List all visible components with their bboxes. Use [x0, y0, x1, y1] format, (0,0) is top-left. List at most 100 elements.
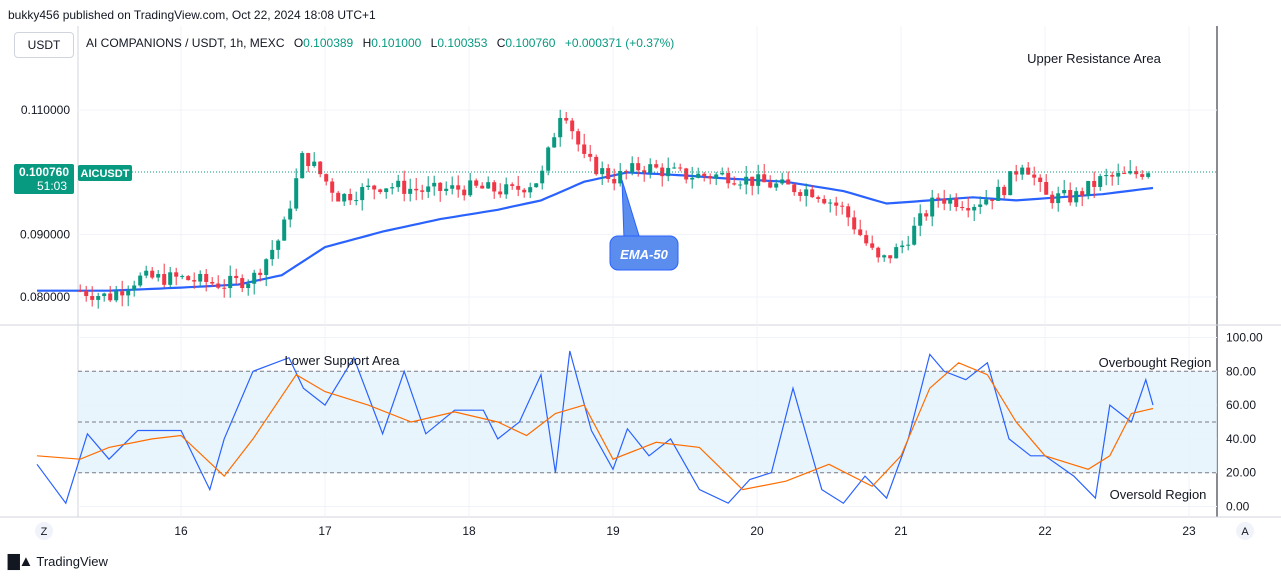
candle-body: [840, 205, 845, 207]
candle-body: [912, 225, 917, 245]
candle-body: [720, 172, 725, 175]
candle-body: [612, 178, 617, 184]
candle-body: [1080, 191, 1085, 196]
candle-body: [930, 197, 935, 217]
currency-button[interactable]: USDT: [14, 32, 74, 58]
ema-50-line: [37, 171, 1154, 292]
candle-body: [594, 156, 599, 175]
x-tick-label: 20: [750, 524, 764, 538]
candle-body: [258, 272, 263, 276]
candle-body: [480, 185, 485, 189]
candle-body: [1008, 171, 1013, 196]
candle-body: [372, 185, 377, 190]
candle-body: [846, 206, 851, 218]
candle-body: [1074, 191, 1079, 203]
candle-body: [138, 275, 143, 286]
candle-body: [114, 291, 119, 301]
candle-body: [252, 272, 257, 284]
candle-body: [1026, 167, 1031, 175]
candle-body: [636, 163, 641, 171]
legend-change: +0.000371 (+0.37%): [564, 36, 675, 50]
candle-body: [516, 185, 521, 190]
auto-scale-label: A: [1241, 526, 1249, 538]
price-tag-countdown: 51:03: [37, 179, 67, 193]
candle-body: [546, 147, 551, 171]
candle-body: [996, 186, 1001, 201]
candle-body: [450, 185, 455, 189]
candle-body: [1128, 171, 1133, 174]
chart-frame[interactable]: 16 17 18 19 20 21 22 23 0.080000 0.090000 0.110000…: [0, 26, 1281, 546]
candle-body: [378, 189, 383, 193]
candle-body: [780, 179, 785, 184]
candle-body: [348, 193, 353, 201]
candle-body: [858, 229, 863, 236]
tradingview-logo-icon: ▇▲: [8, 553, 33, 570]
candle-body: [732, 183, 737, 185]
zoom-left-button[interactable]: [35, 522, 53, 540]
rsi-tick-label: 40.00: [1226, 432, 1256, 446]
x-tick-label: 16: [174, 524, 188, 538]
candle-body: [558, 117, 563, 138]
candle-body: [1098, 176, 1103, 187]
legend-close-label: C: [496, 36, 506, 50]
candle-body: [318, 161, 323, 175]
candle-body: [360, 187, 365, 201]
candle-body: [1134, 171, 1139, 175]
candle-body: [882, 255, 887, 258]
price-tag: 0.100760 51:03 AICUSDT: [14, 164, 132, 194]
candle-body: [534, 183, 539, 188]
candle-body: [528, 187, 533, 193]
legend-open-label: O: [293, 36, 304, 50]
price-tick-label: 0.110000: [21, 103, 70, 117]
x-tick-label: 21: [894, 524, 908, 538]
auto-scale-button[interactable]: [1236, 522, 1254, 540]
rsi-tick-label: 100.00: [1226, 330, 1263, 344]
candle-body: [954, 198, 959, 207]
candle-body: [678, 167, 683, 169]
candle-body: [900, 245, 905, 248]
candle-body: [762, 174, 767, 183]
publisher-caption: bukky456 published on TradingView.com, O…: [8, 8, 376, 22]
candle-body: [564, 117, 569, 121]
candle-body: [660, 167, 665, 177]
candle-body: [708, 176, 713, 179]
candle-body: [750, 176, 755, 186]
candle-body: [588, 153, 593, 157]
candle-body: [816, 197, 821, 199]
candle-body: [1140, 174, 1145, 177]
candle-body: [714, 174, 719, 179]
candle-body: [246, 283, 251, 289]
candle-body: [618, 170, 623, 184]
candle-body: [168, 272, 173, 285]
chart-canvas[interactable]: 16 17 18 19 20 21 22 23 0.080000 0.090000 0.110000…: [0, 26, 1281, 546]
candle-body: [228, 275, 233, 289]
candle-body: [288, 208, 293, 220]
rsi-band-layer: [78, 370, 1217, 474]
candle-body: [342, 193, 347, 202]
candle-body: [522, 189, 527, 193]
candle-body: [834, 202, 839, 206]
candle-body: [936, 197, 941, 199]
ema-layer: [37, 171, 1154, 292]
candle-body: [102, 293, 107, 297]
candle-body: [234, 275, 239, 279]
candle-body: [642, 170, 647, 173]
candle-body: [1032, 174, 1037, 178]
candle-body: [918, 213, 923, 226]
candle-body: [552, 137, 557, 148]
candle-body: [186, 276, 191, 281]
upper-resistance-label: Upper Resistance Area: [1027, 51, 1161, 66]
candle-body: [666, 167, 671, 177]
candle-body: [786, 179, 791, 185]
candle-body: [396, 180, 401, 188]
price-tag-box: [14, 164, 74, 194]
footer-brand[interactable]: ▇▲ TradingView: [8, 552, 108, 570]
candle-body: [156, 274, 161, 278]
price-tick-label: 0.080000: [20, 290, 70, 304]
candle-body: [966, 208, 971, 211]
candle-body: [264, 259, 269, 276]
candle-body: [108, 293, 113, 301]
candle-body: [864, 235, 869, 244]
overbought-label: Overbought Region: [1099, 355, 1212, 370]
candle-body: [222, 287, 227, 289]
